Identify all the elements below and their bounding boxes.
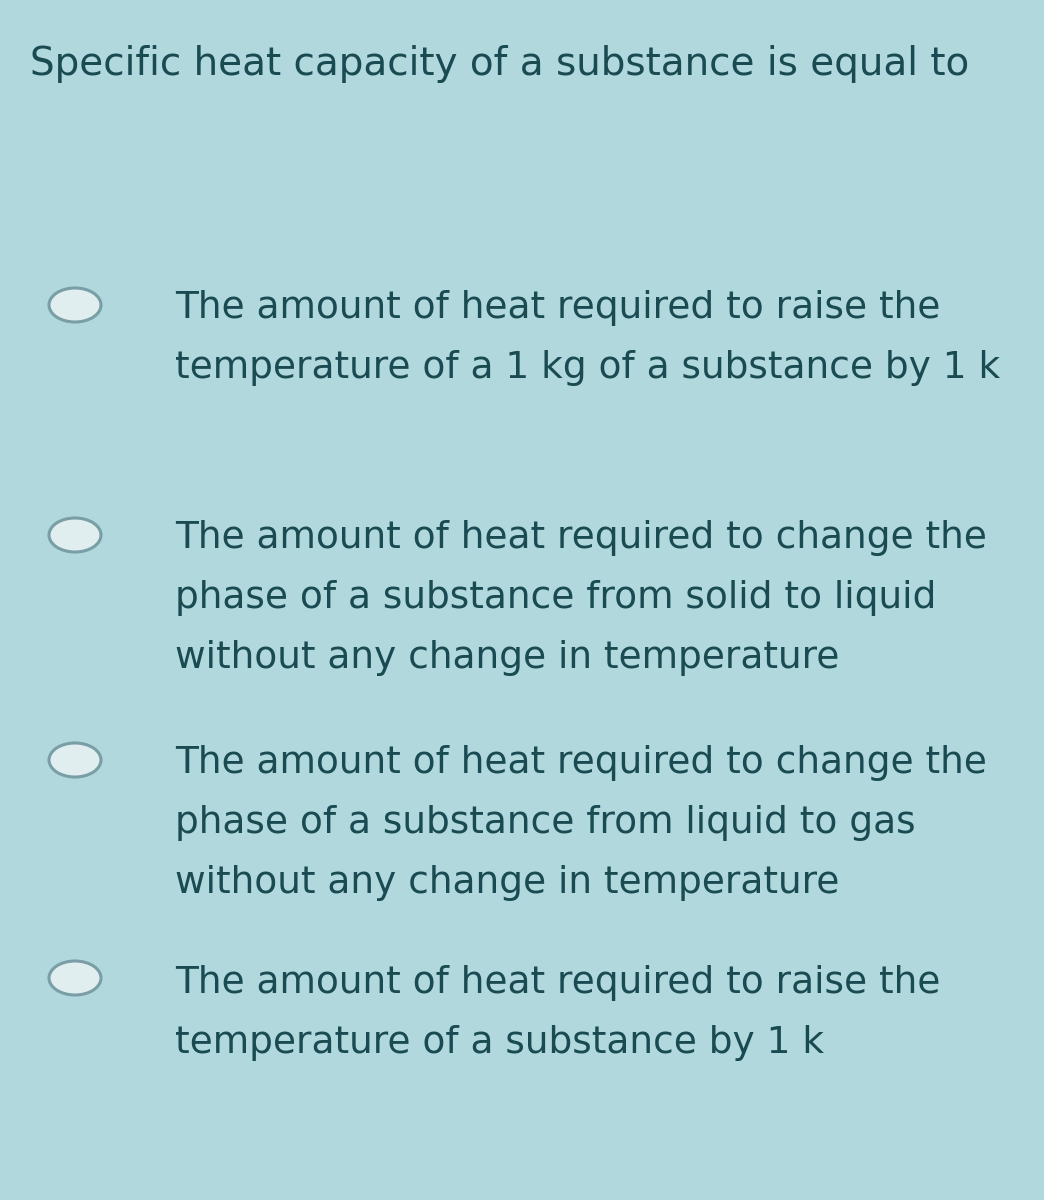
Text: The amount of heat required to change the: The amount of heat required to change th… bbox=[175, 520, 987, 556]
Ellipse shape bbox=[49, 961, 101, 995]
Ellipse shape bbox=[49, 288, 101, 322]
Text: The amount of heat required to raise the: The amount of heat required to raise the bbox=[175, 290, 941, 326]
Text: phase of a substance from liquid to gas: phase of a substance from liquid to gas bbox=[175, 805, 916, 841]
Ellipse shape bbox=[49, 518, 101, 552]
Ellipse shape bbox=[49, 743, 101, 778]
Text: without any change in temperature: without any change in temperature bbox=[175, 640, 839, 676]
Text: temperature of a 1 kg of a substance by 1 k: temperature of a 1 kg of a substance by … bbox=[175, 350, 1000, 386]
Text: Specific heat capacity of a substance is equal to: Specific heat capacity of a substance is… bbox=[30, 44, 969, 83]
Text: The amount of heat required to change the: The amount of heat required to change th… bbox=[175, 745, 987, 781]
Text: without any change in temperature: without any change in temperature bbox=[175, 865, 839, 901]
Text: phase of a substance from solid to liquid: phase of a substance from solid to liqui… bbox=[175, 580, 936, 616]
Text: The amount of heat required to raise the: The amount of heat required to raise the bbox=[175, 965, 941, 1001]
Text: temperature of a substance by 1 k: temperature of a substance by 1 k bbox=[175, 1025, 824, 1061]
